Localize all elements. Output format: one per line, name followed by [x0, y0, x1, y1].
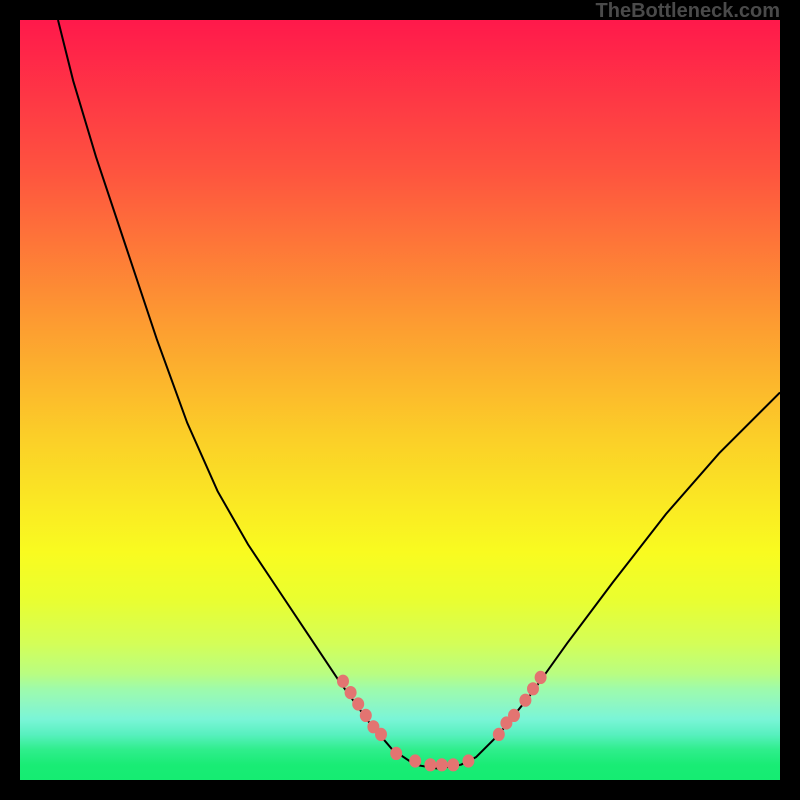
highlight-dot	[519, 694, 531, 707]
plot-area	[20, 20, 780, 780]
highlight-dot	[409, 754, 421, 767]
highlight-dot	[527, 682, 539, 695]
highlight-dot	[345, 686, 357, 699]
watermark-text: TheBottleneck.com	[596, 0, 780, 23]
highlight-dot	[337, 675, 349, 688]
highlight-dot	[493, 728, 505, 741]
highlight-dot	[508, 709, 520, 722]
highlight-dot	[352, 697, 364, 710]
gradient-background	[20, 20, 780, 780]
highlight-dot	[375, 728, 387, 741]
highlight-dot	[535, 671, 547, 684]
highlight-dot	[360, 709, 372, 722]
highlight-dot	[447, 758, 459, 771]
chart-svg	[20, 20, 780, 780]
highlight-dot	[462, 754, 474, 767]
highlight-dot	[424, 758, 436, 771]
highlight-dot	[436, 758, 448, 771]
highlight-dot	[390, 747, 402, 760]
